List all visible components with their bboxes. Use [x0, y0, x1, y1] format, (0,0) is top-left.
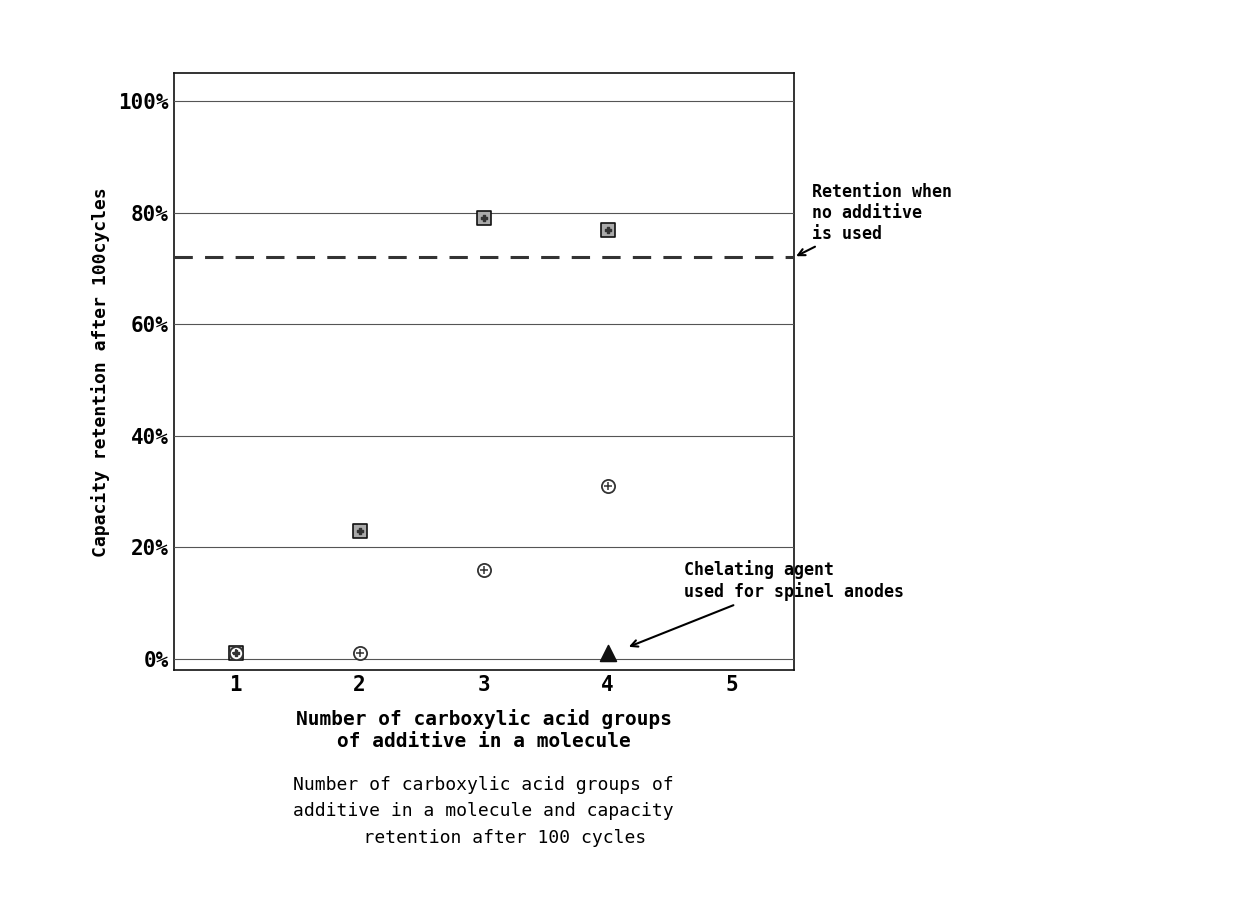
- Text: Retention when
no additive
is used: Retention when no additive is used: [799, 183, 952, 255]
- Point: [598, 222, 618, 237]
- Text: Chelating agent
used for spinel anodes: Chelating agent used for spinel anodes: [631, 560, 904, 646]
- Point: [474, 563, 494, 577]
- Point: [350, 523, 370, 538]
- Y-axis label: Capacity retention after 100cycles: Capacity retention after 100cycles: [91, 187, 110, 556]
- Point: [226, 646, 246, 661]
- Point: [598, 479, 618, 494]
- Point: [350, 646, 370, 661]
- Point: [474, 211, 494, 226]
- Text: Number of carboxylic acid groups of
additive in a molecule and capacity
    rete: Number of carboxylic acid groups of addi…: [294, 776, 673, 846]
- X-axis label: Number of carboxylic acid groups
of additive in a molecule: Number of carboxylic acid groups of addi…: [295, 709, 672, 751]
- Point: [598, 646, 618, 661]
- Point: [226, 646, 246, 661]
